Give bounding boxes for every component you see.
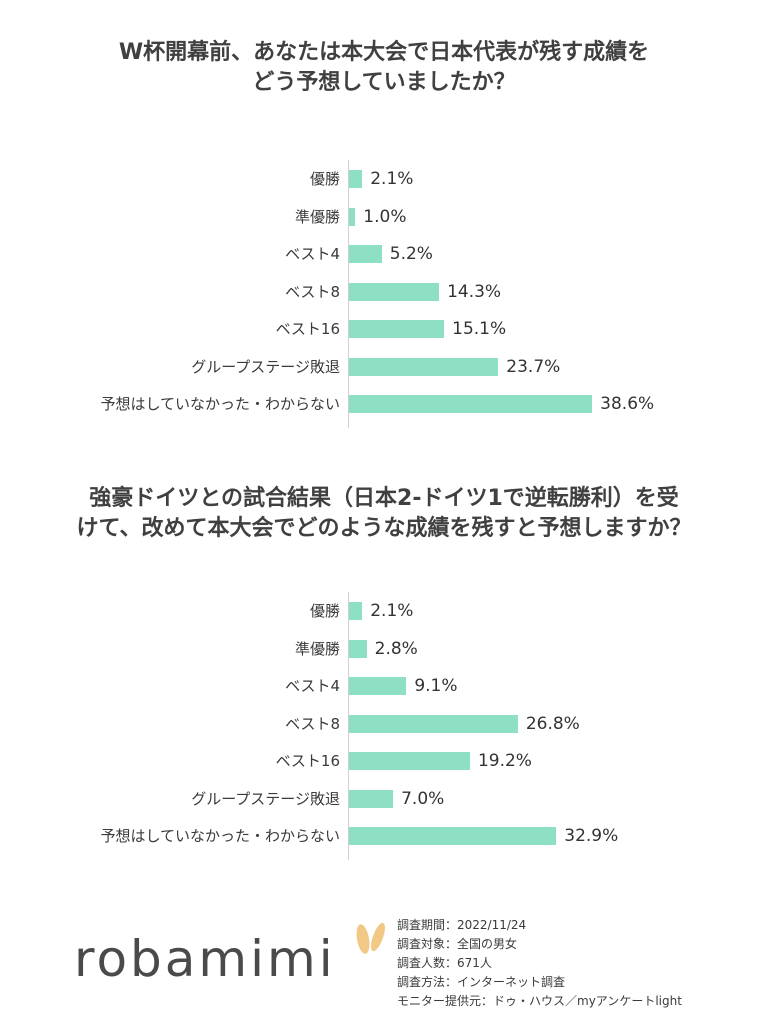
value-label: 5.2% bbox=[389, 244, 433, 264]
category-label: 準優勝 bbox=[294, 207, 340, 226]
logo-robamimi: robamimi bbox=[74, 930, 336, 988]
bar bbox=[349, 170, 363, 188]
value-label: 23.7% bbox=[506, 356, 561, 377]
survey-method: 調査方法：インターネット調査 bbox=[397, 975, 566, 989]
value-label: 38.6% bbox=[600, 394, 655, 414]
chart1-axis bbox=[348, 160, 349, 428]
value-label: 19.2% bbox=[477, 751, 532, 771]
bar bbox=[349, 714, 518, 733]
category-label: 準優勝 bbox=[294, 639, 340, 658]
bar bbox=[349, 677, 407, 695]
value-label: 1.0% bbox=[363, 206, 407, 227]
bar bbox=[349, 602, 363, 620]
category-label: グループステージ敗退 bbox=[191, 789, 340, 808]
value-label: 15.1% bbox=[452, 319, 507, 339]
category-label: 優勝 bbox=[309, 170, 340, 188]
chart1: 優勝 2.1% 準優勝 1.0% ベスト4 5.2% ベスト8 14.3% ベスト16 15.1%… bbox=[0, 160, 768, 428]
value-label: 32.9% bbox=[564, 826, 619, 846]
survey-target: 調査対象：全国の男女 bbox=[397, 937, 518, 951]
bar bbox=[349, 827, 557, 845]
value-label: 14.3% bbox=[447, 281, 502, 302]
category-label: 予想はしていなかった・わからない bbox=[100, 827, 340, 845]
chart1-title: W杯開幕前、あなたは本大会で日本代表が残す成績を どう予想していましたか？ bbox=[0, 38, 768, 98]
rabbit-ear-left bbox=[356, 924, 370, 954]
category-label: ベスト4 bbox=[285, 245, 340, 263]
chart1-title-line1: W杯開幕前、あなたは本大会で日本代表が残す成績を bbox=[118, 40, 650, 65]
bar bbox=[349, 207, 356, 226]
category-label: ベスト8 bbox=[285, 282, 340, 301]
rabbit-ear-right bbox=[371, 922, 385, 952]
bar bbox=[349, 282, 440, 301]
chart1-title-line2: どう予想していましたか？ bbox=[252, 70, 516, 95]
category-label: ベスト16 bbox=[275, 320, 340, 338]
value-label: 7.0% bbox=[401, 788, 445, 809]
value-label: 9.1% bbox=[414, 676, 458, 696]
chart2: 優勝 2.1% 準優勝 2.8% ベスト4 9.1% ベスト8 26.8% ベスト16 19.2%… bbox=[0, 592, 768, 860]
category-label: ベスト8 bbox=[285, 714, 340, 733]
chart2-title-line2: けて、改めて本大会でどのような成績を残すと予想しますか？ bbox=[76, 516, 692, 541]
bar bbox=[349, 357, 499, 376]
category-label: ベスト16 bbox=[275, 752, 340, 770]
value-label: 26.8% bbox=[525, 713, 580, 734]
category-label: ベスト4 bbox=[285, 677, 340, 695]
survey-provider: モニター提供元：ドゥ・ハウス／myアンケートlight bbox=[397, 994, 682, 1008]
chart2-axis bbox=[348, 592, 349, 860]
survey-period: 調査期間：2022/11/24 bbox=[397, 918, 527, 932]
category-label: 予想はしていなかった・わからない bbox=[100, 395, 340, 413]
bar bbox=[349, 789, 394, 808]
bar bbox=[349, 752, 470, 770]
chart2-title: 強豪ドイツとの試合結果（日本2-ドイツ1で逆転勝利）を受 けて、改めて本大会でど… bbox=[0, 484, 768, 544]
value-label: 2.1% bbox=[370, 169, 414, 189]
bar bbox=[349, 395, 593, 413]
bar bbox=[349, 320, 445, 338]
chart2-title-line1: 強豪ドイツとの試合結果（日本2-ドイツ1で逆転勝利）を受 bbox=[89, 486, 679, 511]
bar bbox=[349, 245, 382, 263]
rabbit-ears-icon bbox=[356, 922, 385, 954]
value-label: 2.8% bbox=[374, 638, 418, 659]
value-label: 2.1% bbox=[370, 601, 414, 621]
survey-info: 調査期間：2022/11/24 調査対象：全国の男女 調査人数：671人 調査方… bbox=[397, 916, 682, 1011]
category-label: グループステージ敗退 bbox=[191, 357, 340, 376]
survey-count: 調査人数：671人 bbox=[397, 956, 492, 970]
category-label: 優勝 bbox=[309, 602, 340, 620]
bar bbox=[349, 639, 367, 658]
